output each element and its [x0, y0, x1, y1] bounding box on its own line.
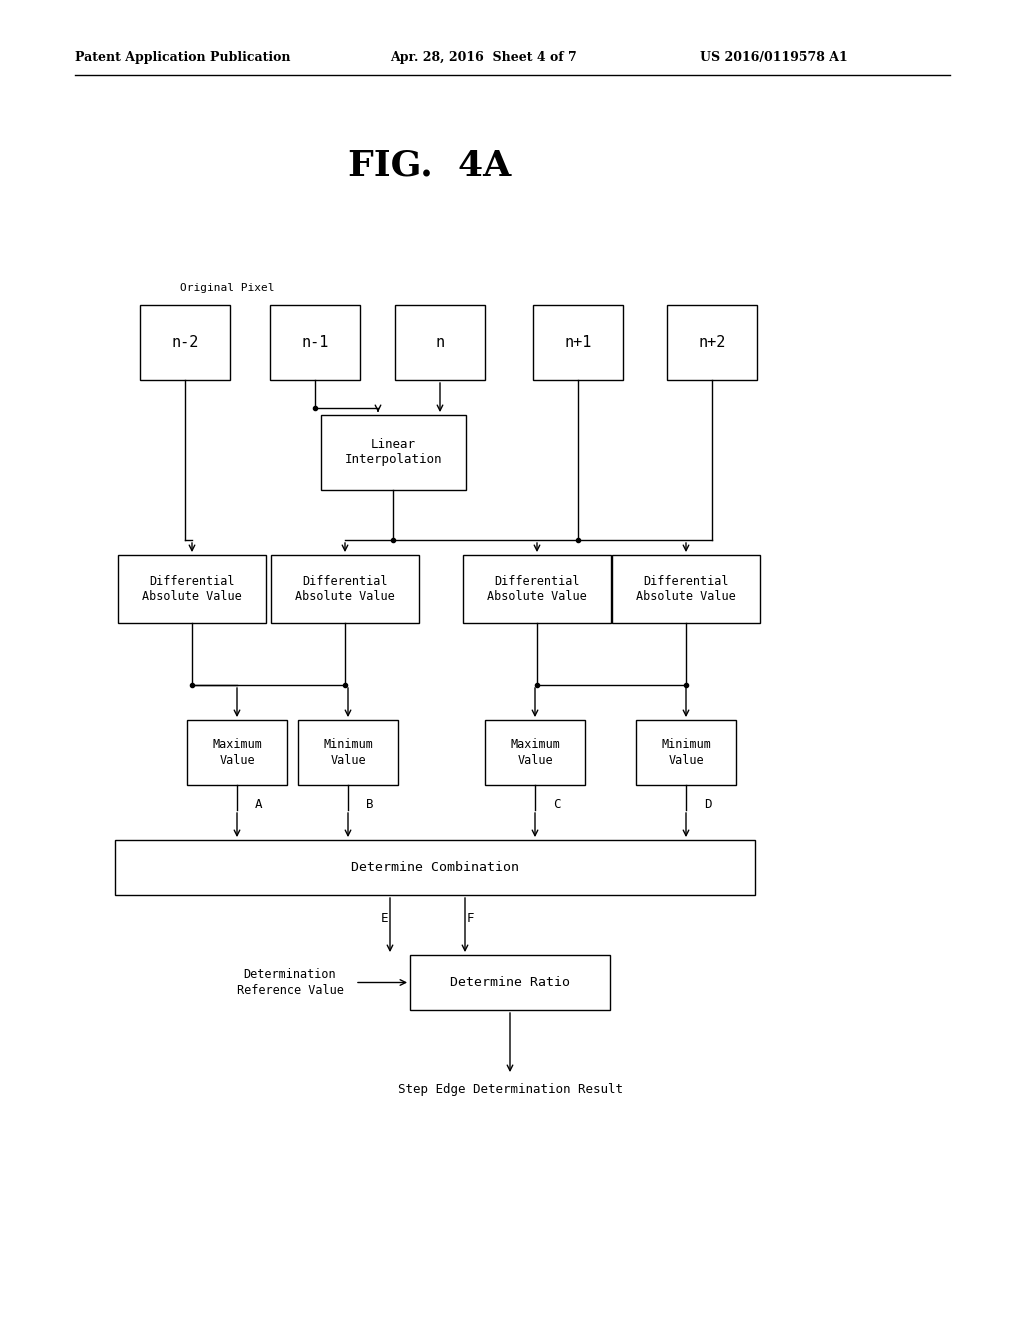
Bar [115, 840, 755, 895]
Text: Linear
Interpolation: Linear Interpolation [344, 438, 441, 466]
Text: C: C [553, 799, 560, 812]
Text: US 2016/0119578 A1: US 2016/0119578 A1 [700, 50, 848, 63]
Text: Differential
Absolute Value: Differential Absolute Value [295, 576, 395, 603]
Text: F: F [466, 912, 474, 924]
Bar [395, 305, 485, 380]
Text: n-1: n-1 [301, 335, 329, 350]
Text: Determination
Reference Value: Determination Reference Value [237, 969, 343, 997]
Bar [140, 305, 230, 380]
Bar [485, 719, 585, 785]
Text: FIG.  4A: FIG. 4A [348, 148, 512, 182]
Bar [187, 719, 287, 785]
Text: Differential
Absolute Value: Differential Absolute Value [142, 576, 242, 603]
Bar [321, 414, 466, 490]
Text: Determine Ratio: Determine Ratio [450, 975, 570, 989]
Text: n+1: n+1 [564, 335, 592, 350]
Text: Minimum
Value: Minimum Value [323, 738, 373, 767]
Text: Step Edge Determination Result: Step Edge Determination Result [397, 1084, 623, 1097]
Text: Determine Combination: Determine Combination [351, 861, 519, 874]
Text: Differential
Absolute Value: Differential Absolute Value [487, 576, 587, 603]
Bar [271, 554, 419, 623]
Bar [270, 305, 360, 380]
Text: Minimum
Value: Minimum Value [662, 738, 711, 767]
Bar [463, 554, 611, 623]
Text: B: B [366, 799, 374, 812]
Text: Patent Application Publication: Patent Application Publication [75, 50, 291, 63]
Text: E: E [381, 912, 389, 924]
Text: n+2: n+2 [698, 335, 726, 350]
Text: Maximum
Value: Maximum Value [510, 738, 560, 767]
Text: Apr. 28, 2016  Sheet 4 of 7: Apr. 28, 2016 Sheet 4 of 7 [390, 50, 577, 63]
Text: n-2: n-2 [171, 335, 199, 350]
Bar [410, 954, 610, 1010]
Bar [612, 554, 760, 623]
Text: n: n [435, 335, 444, 350]
Text: Maximum
Value: Maximum Value [212, 738, 262, 767]
Text: D: D [705, 799, 712, 812]
Bar [636, 719, 736, 785]
Bar [667, 305, 757, 380]
Text: Original Pixel: Original Pixel [180, 282, 274, 293]
Bar [298, 719, 398, 785]
Bar [534, 305, 623, 380]
Bar [118, 554, 266, 623]
Text: Differential
Absolute Value: Differential Absolute Value [636, 576, 736, 603]
Text: A: A [255, 799, 262, 812]
